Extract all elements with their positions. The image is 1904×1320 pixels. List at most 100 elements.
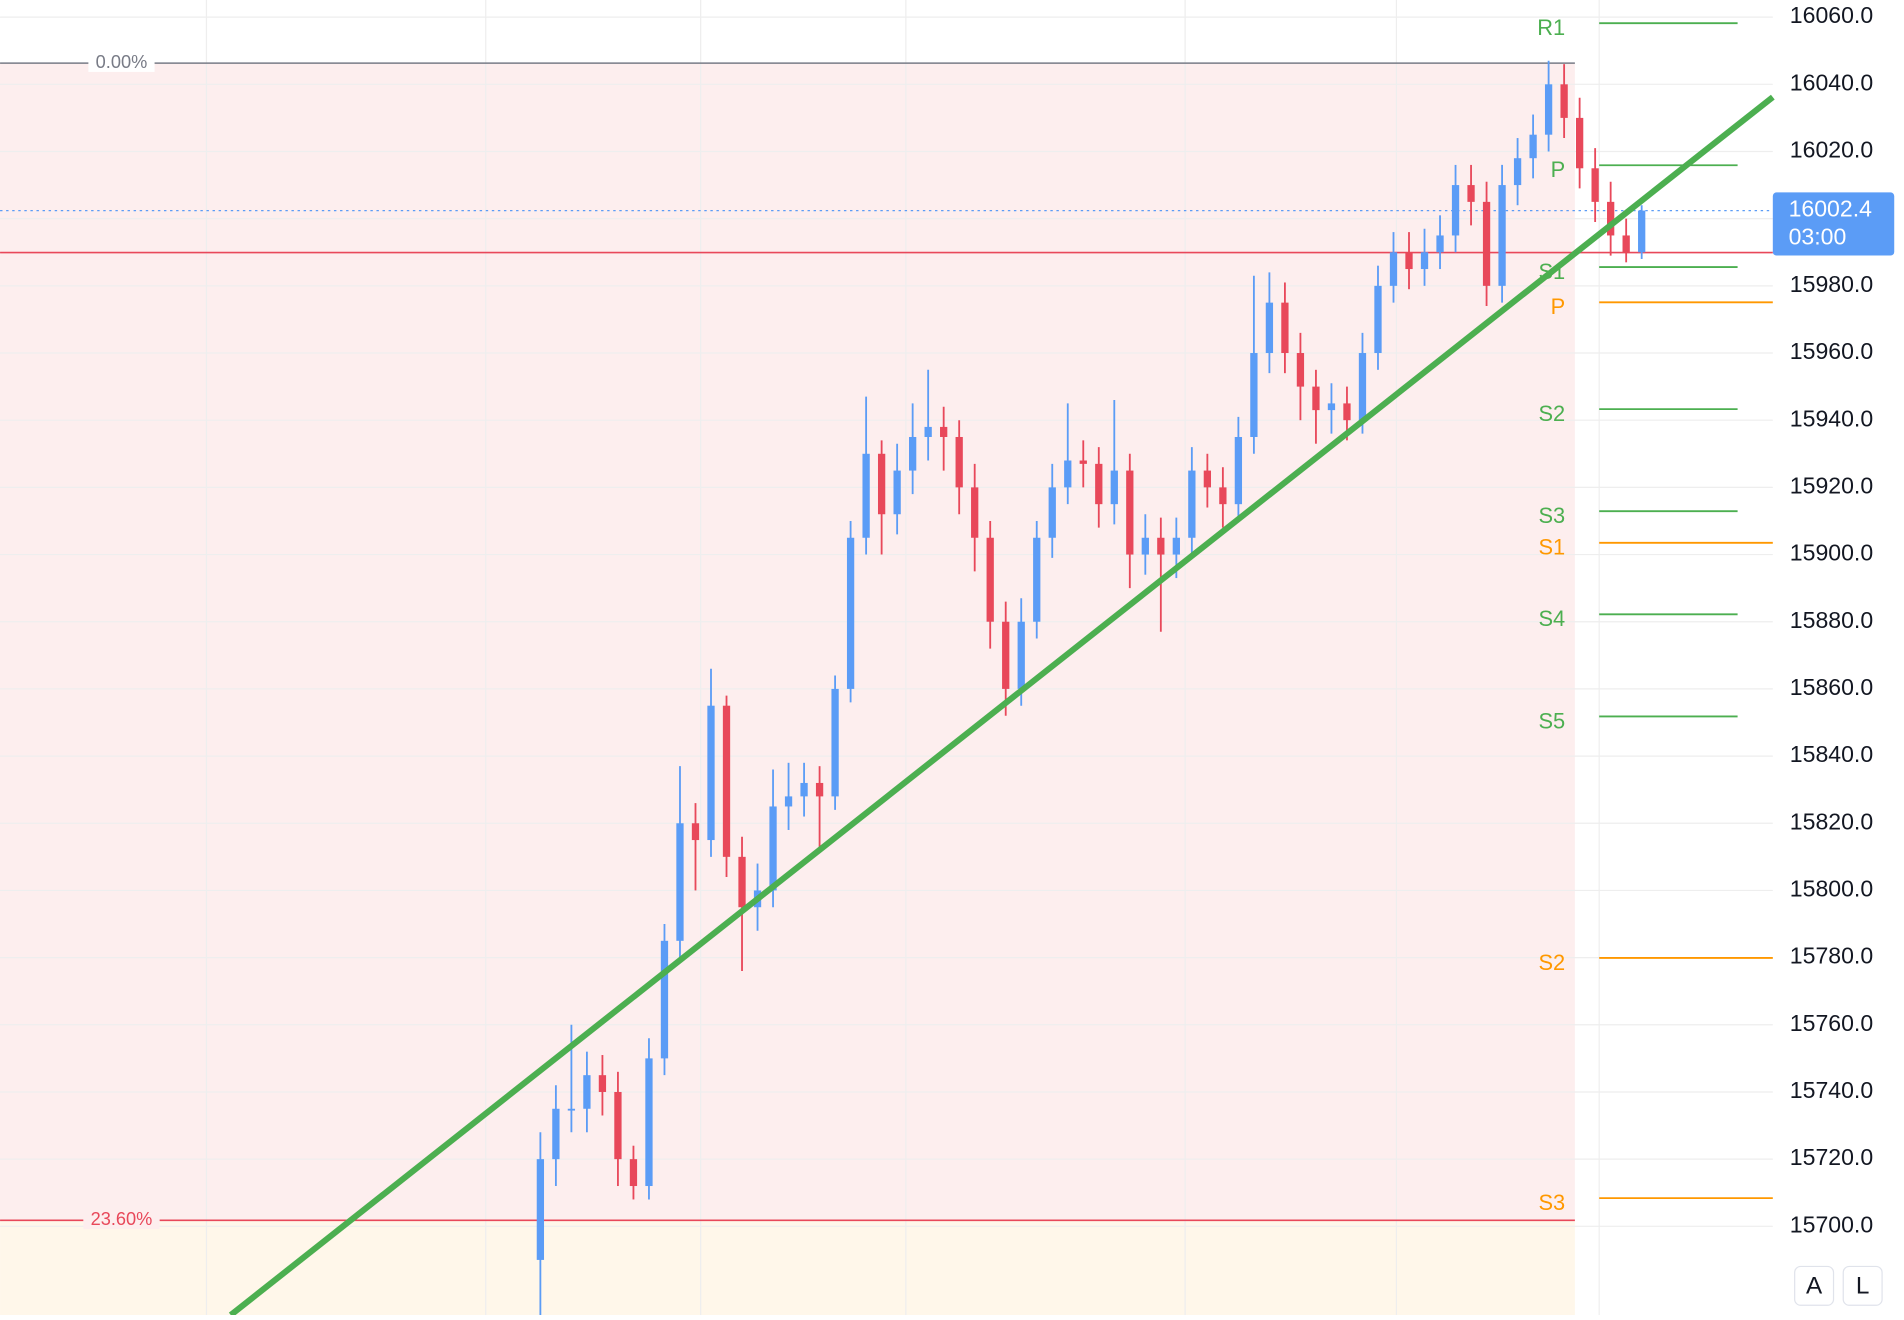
candle-body	[800, 782, 808, 797]
candle-body	[1482, 201, 1491, 286]
trendline	[228, 94, 1775, 1318]
candle-body	[1622, 235, 1630, 253]
candle-body	[1436, 235, 1444, 253]
candle-body	[940, 426, 948, 437]
pivot-label: S2	[1538, 401, 1565, 426]
candle-body	[831, 688, 839, 797]
candle-body	[1327, 403, 1336, 411]
candle-body	[691, 823, 700, 841]
y-tick-label: 15940.0	[1790, 405, 1873, 431]
candle-body	[1095, 463, 1103, 505]
candle-body	[1188, 470, 1196, 538]
candle-body	[660, 940, 669, 1059]
candle-body	[1281, 302, 1289, 354]
candle-body	[676, 823, 684, 941]
y-tick-label: 15860.0	[1790, 674, 1873, 700]
candle-body	[1591, 168, 1599, 202]
candle-body	[1467, 185, 1475, 202]
candle-body	[1343, 403, 1351, 421]
candle-body	[1234, 436, 1243, 505]
candle-body	[955, 436, 963, 488]
candle-body	[1358, 353, 1367, 421]
pivot-label: S3	[1538, 503, 1565, 528]
y-tick-label: 15760.0	[1790, 1010, 1873, 1036]
candle-body	[1575, 117, 1584, 169]
last-price-tag	[1772, 192, 1895, 256]
candle-body	[1451, 185, 1460, 236]
candle-body	[1110, 470, 1118, 505]
axis-button-label[interactable]: A	[1806, 1272, 1823, 1299]
candle-body	[1172, 537, 1180, 555]
candle-body	[971, 487, 979, 538]
candle-body	[1420, 252, 1429, 270]
pivot-label: S5	[1538, 708, 1565, 733]
candle-body	[784, 796, 793, 807]
y-tick-label: 15740.0	[1790, 1077, 1873, 1103]
axis-button[interactable]	[1794, 1265, 1835, 1306]
pivot-label: P	[1551, 157, 1566, 182]
candle-body	[629, 1159, 638, 1187]
y-tick-label: 15880.0	[1790, 607, 1873, 633]
candle-body	[986, 537, 994, 622]
axis-button-label[interactable]: L	[1856, 1272, 1870, 1299]
fib-zone	[0, 1220, 1575, 1315]
y-tick-label: 15820.0	[1790, 808, 1873, 834]
candle-body	[614, 1091, 622, 1160]
fib-label-bg	[83, 1209, 160, 1230]
y-tick-label: 15780.0	[1790, 943, 1873, 969]
candle-body	[877, 453, 886, 515]
candle-body	[1607, 201, 1615, 236]
candle-body	[738, 856, 746, 908]
y-tick-label: 16020.0	[1790, 137, 1873, 163]
candle-body	[583, 1075, 591, 1109]
axis-button[interactable]	[1842, 1265, 1883, 1306]
candle-body	[1203, 470, 1212, 488]
candle-body	[1529, 134, 1537, 159]
candle-body	[1048, 487, 1056, 538]
candle-body	[1638, 210, 1646, 253]
y-tick-label: 15900.0	[1790, 540, 1873, 566]
candle-body	[552, 1108, 560, 1160]
candle-body	[846, 537, 855, 689]
candle-body	[1389, 252, 1398, 286]
y-tick-label: 15840.0	[1790, 741, 1873, 767]
pivot-label: P	[1551, 294, 1566, 319]
y-tick-label: 15960.0	[1790, 338, 1873, 364]
candle-body	[567, 1108, 576, 1111]
candle-body	[862, 453, 870, 538]
candle-body	[924, 426, 932, 437]
candle-body	[1157, 537, 1165, 555]
candle-body	[1126, 470, 1134, 555]
candle-body	[1079, 460, 1087, 464]
candle-body	[815, 782, 824, 797]
y-tick-label: 15720.0	[1790, 1144, 1873, 1170]
candle-body	[536, 1159, 545, 1260]
fib-zone	[0, 63, 1575, 1221]
candle-body	[707, 705, 715, 841]
candle-body	[893, 470, 901, 515]
y-tick-label: 15800.0	[1790, 876, 1873, 902]
pivot-label: S2	[1538, 950, 1565, 975]
candle-body	[1219, 487, 1227, 505]
candle-body	[1033, 537, 1041, 622]
y-tick-label: 15980.0	[1790, 271, 1873, 297]
candle-body	[1544, 84, 1553, 135]
candle-body	[1498, 185, 1506, 286]
candle-body	[1405, 252, 1413, 270]
candle-body	[1141, 537, 1149, 555]
fib-label-bg	[88, 51, 155, 72]
candle-body	[1312, 386, 1320, 411]
candle-body	[769, 806, 777, 891]
candle-body	[1017, 621, 1025, 689]
candle-body	[1002, 621, 1010, 689]
candle-body	[1560, 84, 1568, 118]
fib-label: 0.00%	[96, 52, 148, 72]
y-tick-label: 16040.0	[1790, 69, 1873, 95]
pivot-label: S3	[1538, 1190, 1565, 1215]
fib-label: 23.60%	[91, 1209, 153, 1229]
pivot-label: S1	[1538, 535, 1565, 560]
countdown-label: 03:00	[1789, 224, 1847, 250]
pivot-label: R1	[1537, 15, 1565, 40]
